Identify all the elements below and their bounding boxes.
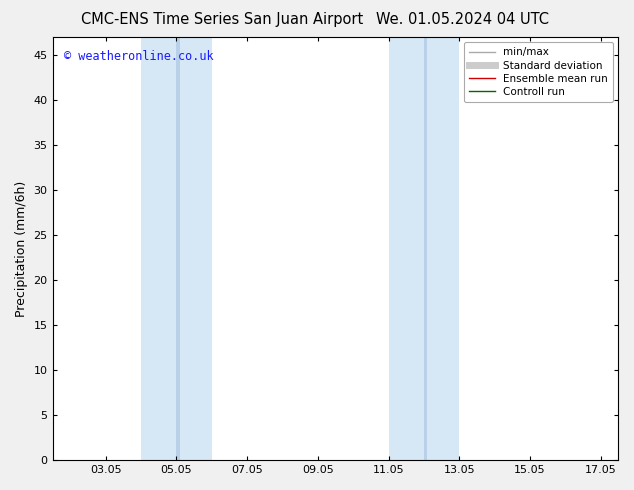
- Bar: [389, 37, 424, 460]
- Text: © weatheronline.co.uk: © weatheronline.co.uk: [64, 50, 214, 63]
- Bar: [141, 37, 176, 460]
- Bar: [176, 37, 180, 460]
- Text: We. 01.05.2024 04 UTC: We. 01.05.2024 04 UTC: [377, 12, 549, 27]
- Bar: [180, 37, 212, 460]
- Text: CMC-ENS Time Series San Juan Airport: CMC-ENS Time Series San Juan Airport: [81, 12, 363, 27]
- Bar: [424, 37, 427, 460]
- Legend: min/max, Standard deviation, Ensemble mean run, Controll run: min/max, Standard deviation, Ensemble me…: [463, 42, 613, 102]
- Y-axis label: Precipitation (mm/6h): Precipitation (mm/6h): [15, 180, 28, 317]
- Bar: [427, 37, 459, 460]
